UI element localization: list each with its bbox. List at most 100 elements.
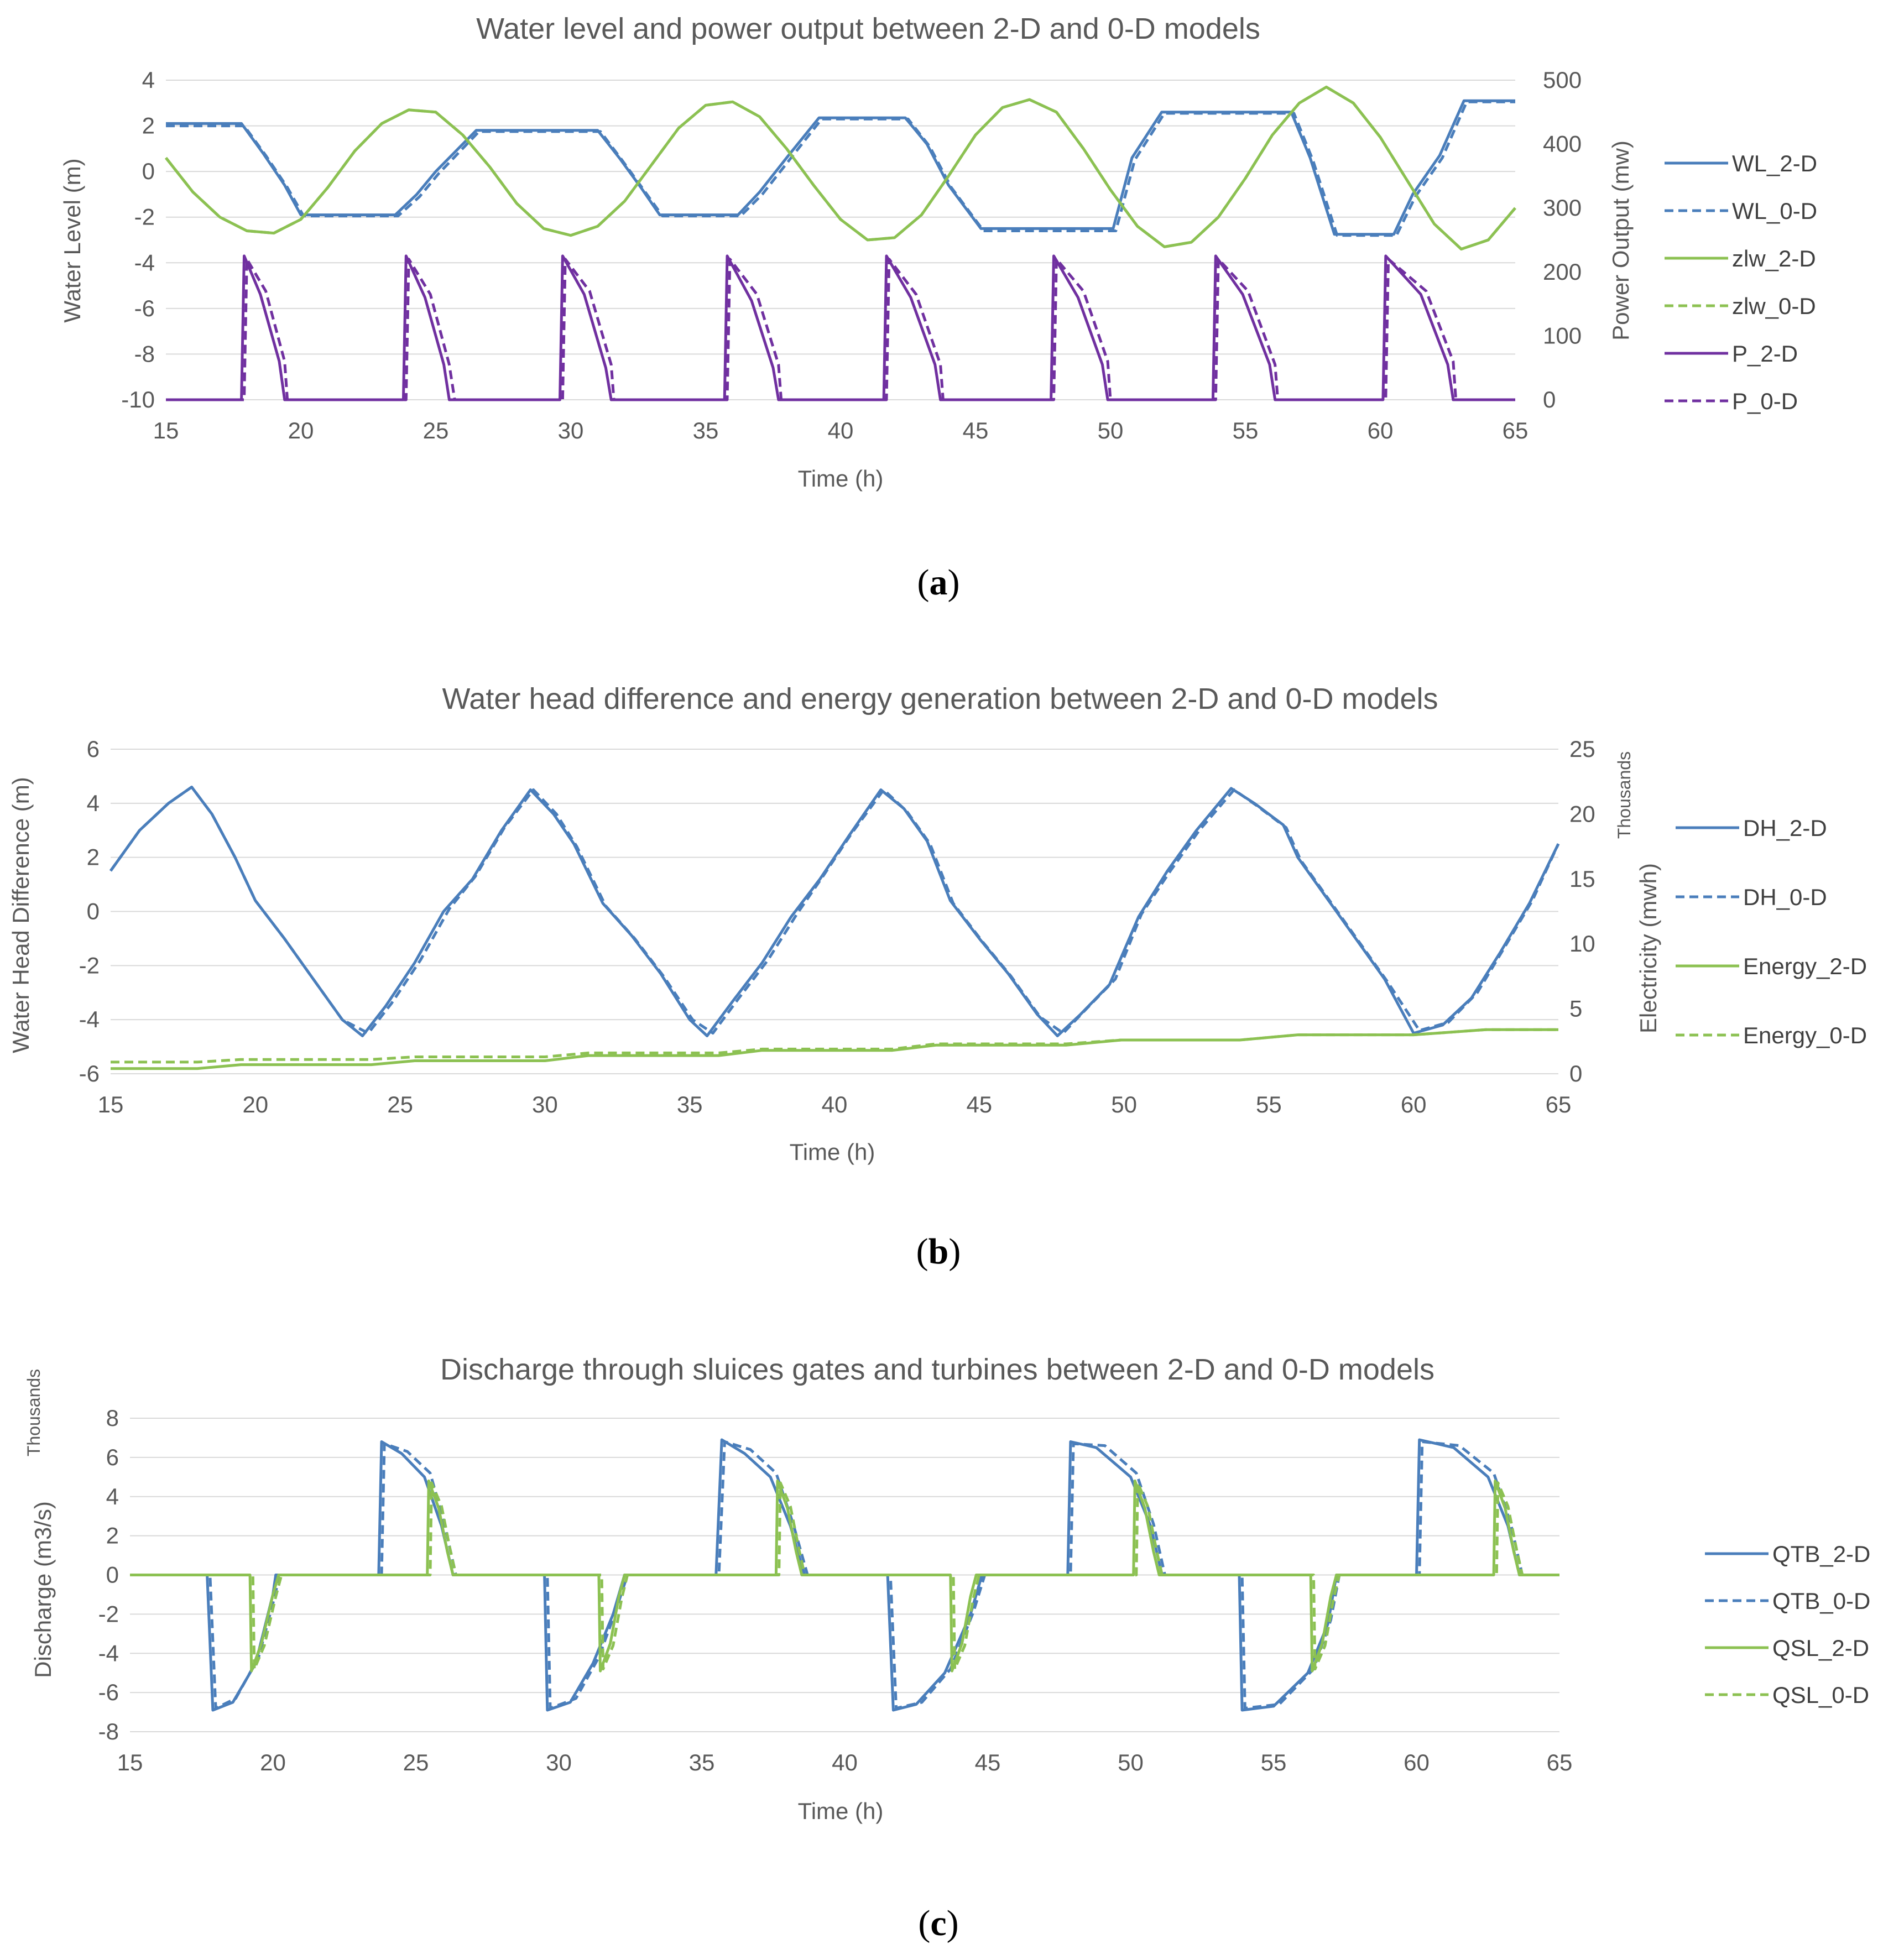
panel-c-y-unit: Thousands <box>24 1369 44 1456</box>
panel-a-x-tick-label: 55 <box>1233 417 1259 443</box>
panel-b-y2-tick-label: 10 <box>1569 931 1595 957</box>
panel-a-x-tick-label: 50 <box>1098 417 1124 443</box>
panel-b-y-tick-label: 0 <box>87 898 100 924</box>
panel-c-x-tick-label: 15 <box>117 1749 143 1775</box>
panel-a-y-tick-label: -2 <box>134 204 155 230</box>
panel-a-x-tick-label: 35 <box>693 417 719 443</box>
panel-b-y-tick-label: 2 <box>87 844 100 870</box>
panel-c-y-tick-label: 0 <box>106 1562 119 1588</box>
panel-a-y-tick-label: 2 <box>142 113 155 139</box>
panel-a-y-tick-label: -10 <box>121 386 155 412</box>
panel-a-y2-tick-label: 300 <box>1543 195 1582 221</box>
panel-a-series-wl-0-d <box>166 100 1515 237</box>
legend-label-qsl-2-d: QSL_2-D <box>1772 1635 1869 1661</box>
panel-c-y-axis-label: Discharge (m3/s) <box>30 1501 56 1678</box>
panel-b-x-tick-label: 55 <box>1256 1091 1282 1117</box>
panel-b-y-tick-label: -4 <box>79 1006 100 1032</box>
panel-c-x-tick-label: 20 <box>260 1749 286 1775</box>
legend-label-wl-2-d: WL_2-D <box>1732 150 1817 176</box>
panel-a-x-tick-label: 45 <box>963 417 989 443</box>
panel-a-y2-tick-label: 400 <box>1543 131 1582 157</box>
panel-b: Water head difference and energy generat… <box>8 682 1867 1272</box>
panel-b-y2-tick-label: 25 <box>1569 736 1595 762</box>
panel-b-x-axis-label: Time (h) <box>790 1139 875 1165</box>
panel-a-x-tick-label: 30 <box>558 417 584 443</box>
panel-a-series-wl-2-d <box>166 99 1515 236</box>
panel-b-y-tick-label: -2 <box>79 952 100 978</box>
panel-b-y-axis-label: Water Head Difference (m) <box>8 777 34 1053</box>
panel-a-x-axis-label: Time (h) <box>798 466 884 492</box>
panel-a-y2-tick-label: 100 <box>1543 322 1582 348</box>
panel-c-series-qsl-0-d <box>130 1481 1559 1671</box>
panel-b-legend: DH_2-D DH_0-D Energy_2-D Energy_0-D <box>1676 815 1867 1048</box>
panel-c-x-tick-label: 60 <box>1404 1749 1430 1775</box>
panel-c-x-tick-label: 65 <box>1547 1749 1573 1775</box>
panel-c-legend: QTB_2-D QTB_0-D QSL_2-D QSL_0-D <box>1705 1541 1870 1708</box>
panel-b-x-tick-label: 15 <box>98 1091 124 1117</box>
panel-c-x-tick-label: 45 <box>975 1749 1001 1775</box>
panel-a-caption: (a) <box>917 562 960 603</box>
panel-a-x-tick-label: 25 <box>423 417 449 443</box>
panel-b-y-tick-label: 4 <box>87 790 100 816</box>
panel-b-y2-unit: Thousands <box>1614 751 1634 839</box>
panel-b-y2-tick-label: 0 <box>1569 1060 1582 1086</box>
legend-label-qtb-0-d: QTB_0-D <box>1772 1588 1870 1614</box>
panel-c-y-tick-label: 2 <box>106 1523 119 1549</box>
panel-b-x-tick-label: 30 <box>532 1091 558 1117</box>
panel-a: Water level and power output between 2-D… <box>59 12 1817 603</box>
panel-b-x-tick-label: 25 <box>387 1091 413 1117</box>
panel-a-y2-tick-label: 200 <box>1543 259 1582 285</box>
panel-a-x-tick-label: 60 <box>1368 417 1394 443</box>
panel-b-x-tick-label: 65 <box>1546 1091 1572 1117</box>
legend-label-qsl-0-d: QSL_0-D <box>1772 1682 1869 1708</box>
panel-c-title: Discharge through sluices gates and turb… <box>440 1353 1434 1386</box>
panel-b-series-dh-0-d <box>109 786 1560 1035</box>
panel-b-y-tick-label: 6 <box>87 736 100 762</box>
legend-label-zlw-2-d: zlw_2-D <box>1732 245 1816 271</box>
panel-c-x-tick-label: 25 <box>403 1749 429 1775</box>
panel-c-x-tick-label: 40 <box>832 1749 858 1775</box>
panel-a-y2-tick-label: 500 <box>1543 67 1582 93</box>
panel-c-x-tick-label: 50 <box>1118 1749 1144 1775</box>
panel-b-x-tick-label: 45 <box>966 1091 992 1117</box>
panel-a-y-tick-label: 4 <box>142 67 155 93</box>
panel-b-caption: (b) <box>916 1231 961 1272</box>
panel-a-x-tick-label: 40 <box>828 417 854 443</box>
panel-a-y-tick-label: -6 <box>134 295 155 321</box>
panel-b-x-tick-label: 50 <box>1111 1091 1137 1117</box>
panel-c-caption: (c) <box>918 1903 958 1943</box>
panel-c-x-tick-label: 35 <box>689 1749 715 1775</box>
legend-label-energy-0-d: Energy_0-D <box>1743 1022 1867 1048</box>
panel-a-series-p-2-d <box>166 254 1515 401</box>
legend-label-p-2-d: P_2-D <box>1732 341 1798 367</box>
panel-a-legend: WL_2-D WL_0-D zlw_2-D zlw_0-D P_2-D P_0-D <box>1665 150 1817 414</box>
panel-c-y-tick-label: 4 <box>106 1483 119 1509</box>
panel-a-y-tick-label: -8 <box>134 341 155 367</box>
legend-label-p-0-d: P_0-D <box>1732 388 1798 414</box>
panel-a-y2-axis-label: Power Output (mw) <box>1608 140 1634 341</box>
panel-a-y2-tick-label: 0 <box>1543 386 1556 412</box>
panel-b-series-energy-0-d <box>111 1028 1558 1064</box>
legend-label-energy-2-d: Energy_2-D <box>1743 953 1867 979</box>
legend-label-zlw-0-d: zlw_0-D <box>1732 293 1816 319</box>
panel-b-y2-axis-label: Electricity (mwh) <box>1635 863 1661 1033</box>
panel-c-x-tick-label: 30 <box>546 1749 572 1775</box>
panel-a-series-zlw-0-d <box>165 85 1516 250</box>
panel-b-y-tick-label: -6 <box>79 1060 100 1086</box>
legend-label-dh-2-d: DH_2-D <box>1743 815 1827 841</box>
panel-a-y-tick-label: 0 <box>142 158 155 184</box>
panel-a-x-tick-label: 65 <box>1503 417 1529 443</box>
legend-label-dh-0-d: DH_0-D <box>1743 884 1827 910</box>
legend-label-qtb-2-d: QTB_2-D <box>1772 1541 1870 1567</box>
panel-c: Discharge through sluices gates and turb… <box>24 1353 1870 1943</box>
panel-a-title: Water level and power output between 2-D… <box>476 12 1260 45</box>
panel-a-x-tick-label: 15 <box>153 417 179 443</box>
panel-b-y2-tick-label: 20 <box>1569 801 1595 827</box>
panel-b-y2-tick-label: 15 <box>1569 866 1595 892</box>
panel-b-x-tick-label: 35 <box>677 1091 703 1117</box>
panel-b-x-tick-label: 40 <box>822 1091 848 1117</box>
